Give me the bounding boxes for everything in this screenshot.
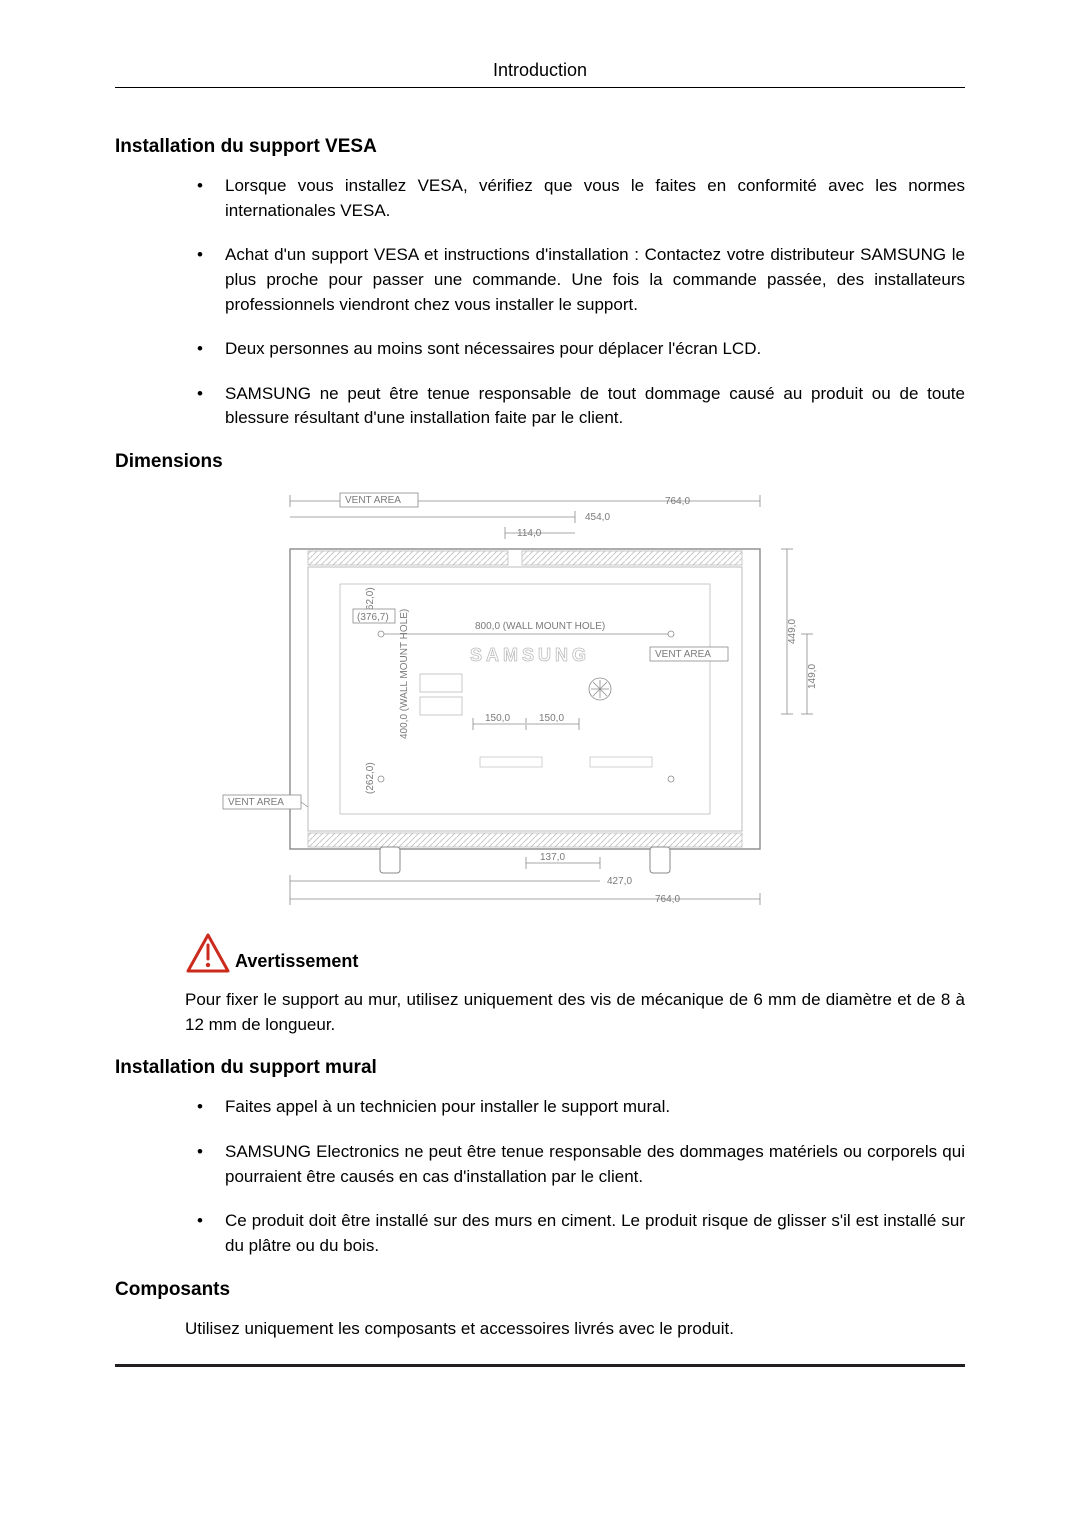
dim-764-top: 764,0 bbox=[665, 496, 690, 507]
heading-vesa: Installation du support VESA bbox=[115, 136, 965, 158]
wall-list: Faites appel à un technicien pour instal… bbox=[115, 1095, 965, 1258]
page-header: Introduction bbox=[115, 60, 965, 88]
dim-427: 427,0 bbox=[607, 876, 632, 887]
dim-137: 137,0 bbox=[540, 852, 565, 863]
dim-114: 114,0 bbox=[517, 528, 542, 539]
list-item: Achat d'un support VESA et instructions … bbox=[197, 243, 965, 317]
dim-376-7: (376,7) bbox=[357, 612, 389, 623]
list-item: Faites appel à un technicien pour instal… bbox=[197, 1095, 965, 1120]
heading-dimensions: Dimensions bbox=[115, 451, 965, 473]
label-wall-mount-v: 400,0 (WALL MOUNT HOLE) bbox=[399, 609, 410, 739]
label-vent-area: VENT AREA bbox=[345, 495, 401, 506]
components-text: Utilisez uniquement les composants et ac… bbox=[115, 1317, 965, 1342]
list-item: Ce produit doit être installé sur des mu… bbox=[197, 1209, 965, 1258]
label-wall-mount-h: 800,0 (WALL MOUNT HOLE) bbox=[475, 621, 605, 632]
dimensions-diagram: VENT AREA 764,0 454,0 114,0 800,0 (WALL … bbox=[115, 489, 965, 914]
heading-components: Composants bbox=[115, 1279, 965, 1301]
list-item: SAMSUNG ne peut être tenue responsable d… bbox=[197, 382, 965, 431]
list-item: Lorsque vous installez VESA, vérifiez qu… bbox=[197, 174, 965, 223]
dim-454: 454,0 bbox=[585, 512, 610, 523]
list-item: Deux personnes au moins sont nécessaires… bbox=[197, 337, 965, 362]
dim-764-bot: 764,0 bbox=[655, 894, 680, 905]
vesa-list: Lorsque vous installez VESA, vérifiez qu… bbox=[115, 174, 965, 431]
warning-block: Avertissement bbox=[115, 932, 965, 974]
dim-149: 149,0 bbox=[807, 664, 818, 689]
footer-divider bbox=[115, 1364, 965, 1367]
dim-262-bot: (262,0) bbox=[365, 762, 376, 794]
warning-triangle-icon bbox=[185, 932, 231, 974]
label-vent-area-left: VENT AREA bbox=[228, 797, 284, 808]
list-item: SAMSUNG Electronics ne peut être tenue r… bbox=[197, 1140, 965, 1189]
dim-150-l: 150,0 bbox=[485, 713, 510, 724]
dim-449: 449,0 bbox=[787, 619, 798, 644]
warning-label: Avertissement bbox=[235, 951, 358, 974]
heading-wall: Installation du support mural bbox=[115, 1057, 965, 1079]
samsung-logo-outline: SAMSUNG bbox=[470, 645, 590, 665]
label-vent-area-inner: VENT AREA bbox=[655, 649, 711, 660]
dim-150-r: 150,0 bbox=[539, 713, 564, 724]
warning-text: Pour fixer le support au mur, utilisez u… bbox=[115, 988, 965, 1037]
